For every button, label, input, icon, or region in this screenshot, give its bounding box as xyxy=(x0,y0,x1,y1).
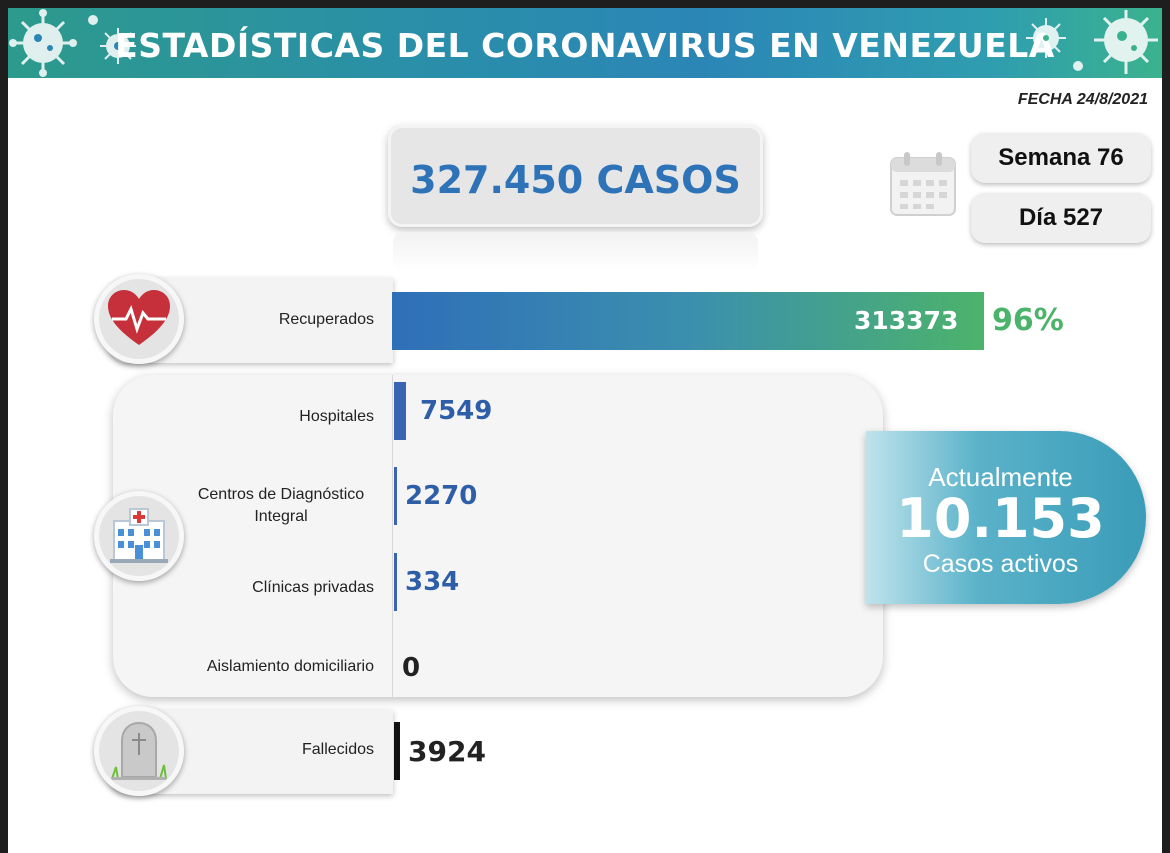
calendar-icon xyxy=(890,152,956,216)
active-cases-callout xyxy=(866,431,1146,604)
report-date: FECHA 24/8/2021 xyxy=(1017,91,1148,108)
header-banner: ESTADÍSTICAS DEL CORONAVIRUS EN VENEZUEL… xyxy=(8,8,1162,78)
active-value: 10.153 xyxy=(896,487,1105,550)
breakdown-value: 2270 xyxy=(405,481,478,511)
active-prefix: Actualmente xyxy=(928,462,1073,492)
tombstone-icon xyxy=(111,721,167,780)
active-breakdown-panel xyxy=(113,375,883,697)
breakdown-value: 334 xyxy=(405,567,460,597)
total-cases-reflection xyxy=(393,232,758,272)
heart-icon xyxy=(108,290,170,345)
breakdown-label: Hospitales xyxy=(299,408,374,425)
infographic: ESTADÍSTICAS DEL CORONAVIRUS EN VENEZUEL… xyxy=(8,8,1162,853)
recovered-bar xyxy=(392,292,984,350)
day-pill: Día 527 xyxy=(971,193,1151,243)
breakdown-bar xyxy=(394,553,397,611)
hospital-icon xyxy=(110,508,168,563)
virus-icon xyxy=(1026,10,1158,74)
recovered-label: Recuperados xyxy=(278,311,374,328)
breakdown-value: 7549 xyxy=(420,396,493,426)
deceased-icon-circle xyxy=(94,706,184,796)
breakdown-bar xyxy=(394,467,397,525)
week-pill: Semana 76 xyxy=(971,133,1151,183)
page-title: ESTADÍSTICAS DEL CORONAVIRUS EN VENEZUEL… xyxy=(115,26,1055,65)
total-cases-box: 327.450 CASOS xyxy=(388,125,763,227)
breakdown-label: Aislamiento domiciliario xyxy=(206,658,374,675)
deceased-value: 3924 xyxy=(408,735,486,768)
recovered-value: 313373 xyxy=(854,306,959,335)
virus-icon xyxy=(9,9,136,77)
recovered-icon-circle xyxy=(94,274,184,364)
hospital-icon-circle xyxy=(94,491,184,581)
breakdown-label: Centros de Diagnóstico Integral xyxy=(197,486,365,525)
deceased-label: Fallecidos xyxy=(301,741,374,758)
total-cases: 327.450 CASOS xyxy=(410,158,741,202)
breakdown-bar xyxy=(394,382,406,440)
breakdown-axis xyxy=(392,375,393,697)
breakdown-value: 0 xyxy=(402,653,421,683)
recovered-percent: 96% xyxy=(992,303,1064,338)
breakdown-label: Clínicas privadas xyxy=(252,579,374,596)
deceased-bar xyxy=(394,722,400,780)
active-suffix: Casos activos xyxy=(922,550,1079,578)
